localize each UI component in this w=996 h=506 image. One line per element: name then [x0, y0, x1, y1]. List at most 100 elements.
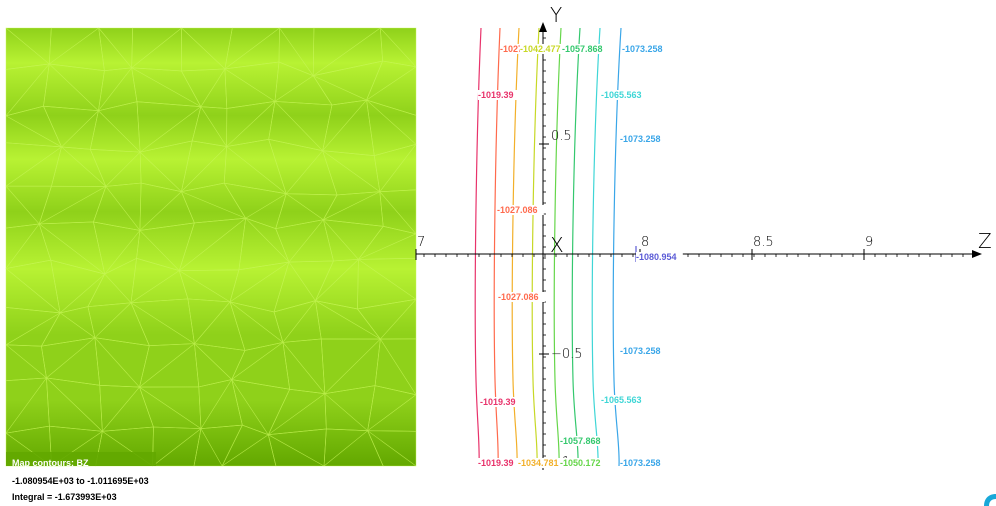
mesh-edge — [221, 434, 269, 467]
mesh-edge — [286, 150, 323, 194]
mesh-edge — [380, 299, 417, 340]
y-axis-arrow — [539, 22, 547, 32]
contour-label: -1034.781 — [518, 458, 559, 468]
mesh-edge — [5, 27, 50, 65]
y-tick-label: 0.5 — [551, 129, 572, 144]
mesh-edge — [279, 27, 314, 76]
contour-label: -1050.172 — [560, 458, 601, 468]
mesh-edge — [104, 273, 132, 303]
contour-label-bg — [478, 90, 520, 100]
mesh-edge — [358, 259, 417, 300]
range-readout: -1.080954E+03 to -1.011695E+03 — [12, 476, 149, 486]
contour-line — [553, 27, 562, 467]
mesh-edge — [379, 191, 417, 234]
mesh-edge — [367, 394, 417, 431]
mesh-edge — [324, 393, 368, 431]
contour-label-bg — [478, 458, 520, 468]
mesh-edge — [98, 110, 141, 153]
mesh-edge — [139, 106, 202, 153]
y-axis-label: Y — [550, 3, 562, 27]
mesh-edge — [229, 261, 290, 303]
contour-label: -1065.563 — [601, 90, 642, 100]
mesh-edge — [268, 434, 325, 467]
mesh-edge — [105, 186, 141, 231]
contour-label: -1080.954 — [636, 252, 677, 262]
mesh-edge — [49, 63, 99, 111]
mesh-edge — [194, 301, 231, 344]
z-tick-label: 8 — [641, 235, 649, 250]
mesh-edge — [200, 428, 223, 467]
integral-readout: Integral = -1.673993E+03 — [12, 492, 117, 502]
mesh-edge — [94, 337, 140, 388]
mesh-edge — [130, 270, 180, 304]
contour-label-bg — [622, 44, 669, 54]
mesh-edge — [286, 193, 324, 220]
mesh-edge — [313, 27, 381, 76]
z-axis-arrow — [972, 250, 982, 258]
contour-label-bg — [620, 134, 667, 144]
contour-label: -1073.258 — [620, 134, 661, 144]
mesh-edge — [268, 393, 326, 435]
mesh-edge — [274, 101, 323, 151]
contour-label-bg — [620, 346, 667, 356]
mesh-edge — [366, 66, 417, 101]
mesh-edge — [59, 273, 105, 314]
mesh-edge — [380, 338, 417, 395]
mesh-fill — [6, 28, 416, 466]
mesh-edge — [274, 75, 314, 102]
contour-line — [531, 27, 540, 467]
mesh-edge — [46, 337, 96, 379]
mesh-edge — [5, 223, 40, 269]
map-contours-label: Map contours: BZ — [12, 458, 89, 468]
contour-label: -1073.258 — [622, 44, 663, 54]
mesh-edge — [105, 151, 141, 187]
mesh-edge — [5, 312, 61, 346]
z-axis-label: Z — [978, 229, 992, 253]
mesh-edge — [224, 27, 280, 70]
mesh-edge — [315, 259, 359, 301]
mesh-edge — [200, 68, 226, 107]
contour-label: -1027.086 — [497, 205, 538, 215]
mesh-edge — [5, 146, 62, 187]
mesh-edge — [322, 150, 380, 192]
mesh-edge — [139, 343, 195, 388]
contour-line — [612, 27, 622, 467]
contour-label-bg — [560, 436, 607, 446]
mesh-edge — [102, 386, 140, 432]
mesh-edge — [366, 99, 417, 145]
mesh-edge — [39, 186, 107, 225]
mesh-edge — [5, 344, 47, 379]
mesh-edge — [200, 106, 227, 147]
contour-label-bg — [601, 90, 648, 100]
mesh-edge — [313, 75, 367, 101]
mesh-edge — [200, 379, 232, 429]
contour-label: -1019.39 — [480, 397, 516, 407]
contour-line — [591, 27, 601, 467]
mesh-edge — [245, 193, 287, 219]
mesh-edge — [5, 63, 50, 117]
mesh-edge — [94, 302, 132, 338]
contour-label-bg — [601, 395, 648, 405]
mesh-edge — [179, 270, 231, 303]
mesh-edge — [288, 219, 324, 263]
mesh-edge — [379, 144, 417, 192]
contour-line — [474, 27, 482, 467]
mesh-edge — [229, 301, 284, 343]
contour-label: -1019.39 — [478, 90, 514, 100]
contour-label: -1073.258 — [620, 458, 661, 468]
mesh-edge — [59, 312, 96, 338]
mesh-edge — [181, 191, 246, 219]
contour-line — [571, 27, 581, 467]
mesh-edge — [5, 185, 40, 225]
mesh-edge — [49, 27, 99, 65]
mesh-edge — [194, 343, 232, 380]
contour-label-bg — [520, 44, 567, 54]
contour-line — [511, 27, 520, 467]
mesh-edge — [324, 338, 381, 394]
mesh-edge — [322, 99, 367, 151]
mesh-edge — [380, 27, 417, 68]
y-tick-label: −0.5 — [551, 347, 583, 362]
